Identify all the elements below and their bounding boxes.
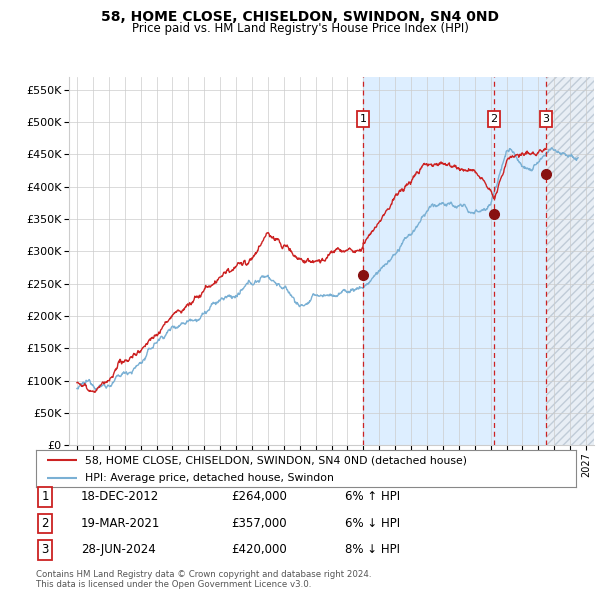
Text: HPI: Average price, detached house, Swindon: HPI: Average price, detached house, Swin… — [85, 473, 334, 483]
Text: £357,000: £357,000 — [231, 517, 287, 530]
Text: 8% ↓ HPI: 8% ↓ HPI — [345, 543, 400, 556]
Text: £420,000: £420,000 — [231, 543, 287, 556]
Text: 58, HOME CLOSE, CHISELDON, SWINDON, SN4 0ND: 58, HOME CLOSE, CHISELDON, SWINDON, SN4 … — [101, 10, 499, 24]
Text: 28-JUN-2024: 28-JUN-2024 — [81, 543, 156, 556]
Text: 6% ↑ HPI: 6% ↑ HPI — [345, 490, 400, 503]
Text: £264,000: £264,000 — [231, 490, 287, 503]
Text: 2: 2 — [490, 114, 497, 124]
Text: 1: 1 — [41, 490, 49, 503]
Bar — [363, 77, 546, 445]
Bar — [546, 77, 594, 445]
Text: 3: 3 — [542, 114, 550, 124]
Text: 19-MAR-2021: 19-MAR-2021 — [81, 517, 160, 530]
Text: 3: 3 — [41, 543, 49, 556]
Text: 58, HOME CLOSE, CHISELDON, SWINDON, SN4 0ND (detached house): 58, HOME CLOSE, CHISELDON, SWINDON, SN4 … — [85, 455, 467, 466]
Text: This data is licensed under the Open Government Licence v3.0.: This data is licensed under the Open Gov… — [36, 579, 311, 589]
Text: 18-DEC-2012: 18-DEC-2012 — [81, 490, 159, 503]
Text: 2: 2 — [41, 517, 49, 530]
Text: Contains HM Land Registry data © Crown copyright and database right 2024.: Contains HM Land Registry data © Crown c… — [36, 570, 371, 579]
Text: Price paid vs. HM Land Registry's House Price Index (HPI): Price paid vs. HM Land Registry's House … — [131, 22, 469, 35]
Text: 6% ↓ HPI: 6% ↓ HPI — [345, 517, 400, 530]
Text: 1: 1 — [359, 114, 367, 124]
